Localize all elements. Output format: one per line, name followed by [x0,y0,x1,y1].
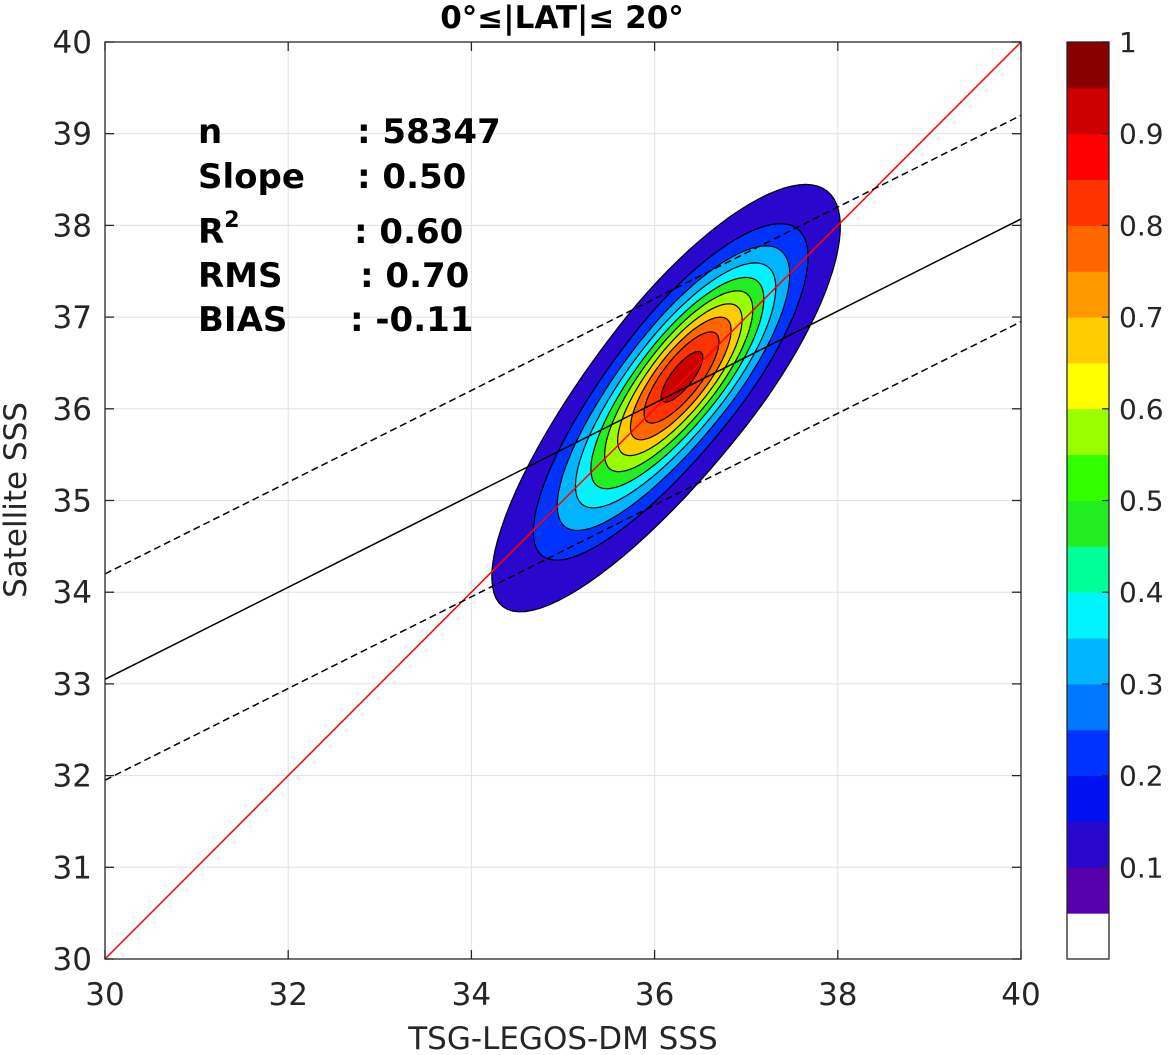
x-tick-label-34: 34 [452,977,491,1013]
colorbar-segment-3 [1067,775,1109,822]
y-tick-label-38: 38 [53,208,92,244]
colorbar-tick-label-3: 0.4 [1119,576,1164,609]
reference-lines [104,41,1022,960]
stat-label-slope: Slope [198,157,305,197]
y-tick-label-39: 39 [53,117,92,153]
y-tick-label-34: 34 [53,575,92,611]
colorbar-segment-19 [1067,42,1109,89]
colorbar-segment-18 [1067,87,1109,135]
axis-ticks: 30 32 34 36 38 40 30 31 32 33 34 35 36 37 38 39 40 [53,25,1041,1013]
stat-label-n: n [198,112,222,152]
y-tick-label-35: 35 [53,484,92,520]
colorbar-segment-10 [1067,454,1109,501]
colorbar-segment-13 [1067,317,1109,364]
colorbar-segment-15 [1067,225,1109,272]
colorbar-segment-12 [1067,362,1109,410]
stat-label-sup: 2 [224,208,239,233]
x-tick-label-40: 40 [1001,977,1040,1013]
stat-value-bias: : -0.11 [350,300,473,340]
x-tick-label-30: 30 [85,977,124,1013]
stat-value-slope: : 0.50 [357,157,466,197]
colorbar-segment-14 [1067,271,1109,318]
colorbar-tick-label-0: 0.1 [1119,851,1164,884]
x-tick-label-32: 32 [268,977,307,1013]
y-tick-label-31: 31 [53,850,92,886]
stat-label-bias: BIAS [198,300,287,340]
regression-upper-line [104,114,1022,575]
colorbar-segment-9 [1067,500,1109,547]
colorbar-segment-7 [1067,592,1109,639]
stat-value-n: : 58347 [357,112,501,152]
y-tick-label-36: 36 [53,392,92,428]
colorbar-tick-label-1: 0.2 [1119,760,1164,793]
identity-line [104,41,1022,960]
colorbar-tick-label-4: 0.5 [1119,485,1164,518]
regression-line [104,218,1022,680]
colorbar-tick-label-2: 0.3 [1119,668,1164,701]
colorbar-segment-2 [1067,821,1109,868]
colorbar-segment-8 [1067,546,1109,593]
colorbar: 0.1 0.2 0.3 0.4 0.5 0.6 0.7 0.8 0.9 1 [1066,26,1164,960]
x-tick-label-38: 38 [818,977,857,1013]
colorbar-tick-label-8: 0.9 [1119,118,1164,151]
x-axis-label: TSG-LEGOS-DM SSS [407,1021,717,1055]
y-tick-label-30: 30 [53,942,92,978]
colorbar-segment-6 [1067,638,1109,685]
colorbar-tick-label-9: 1 [1119,26,1137,59]
stat-value-r: : 0.60 [354,212,463,252]
colorbar-tick-label-5: 0.6 [1119,393,1164,426]
colorbar-segment-16 [1067,179,1109,226]
colorbar-tick-label-7: 0.8 [1119,209,1164,242]
x-tick-label-36: 36 [635,977,674,1013]
y-tick-label-32: 32 [53,759,92,795]
colorbar-tick-label-6: 0.7 [1119,301,1164,334]
y-axis-label: Satellite SSS [0,402,34,598]
y-tick-label-33: 33 [53,667,92,703]
chart-title: 0°≤|LAT|≤ 20° [440,0,684,36]
colorbar-segment-5 [1067,683,1109,731]
regression-lower-line [104,321,1022,781]
colorbar-segment-1 [1067,867,1109,914]
colorbar-segment-4 [1067,729,1109,777]
colorbar-segment-11 [1067,408,1109,456]
colorbar-segment-0 [1067,913,1109,960]
y-tick-label-40: 40 [53,25,92,61]
y-tick-label-37: 37 [53,300,92,336]
colorbar-segment-17 [1067,133,1109,181]
stat-label-rms: RMS [198,256,283,296]
stat-value-rms: : 0.70 [360,256,469,296]
